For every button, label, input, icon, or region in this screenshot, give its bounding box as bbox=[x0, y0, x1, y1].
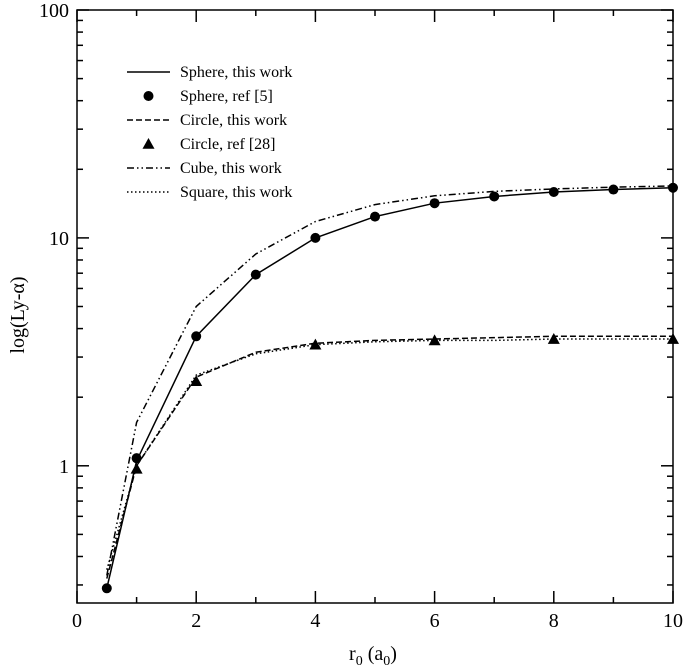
legend-label: Circle, this work bbox=[180, 112, 287, 129]
plot-area bbox=[101, 182, 679, 594]
x-axis-title-sub2: 0 bbox=[383, 654, 390, 668]
x-axis-title-main: r bbox=[349, 643, 356, 665]
series-line bbox=[106, 185, 674, 576]
legend-marker bbox=[142, 138, 155, 149]
data-point bbox=[101, 583, 112, 594]
series-line bbox=[106, 338, 673, 570]
data-point bbox=[547, 333, 560, 344]
x-axis-title-end: ) bbox=[390, 643, 397, 665]
legend-label: Cube, this work bbox=[180, 160, 282, 177]
data-point bbox=[130, 462, 143, 474]
data-point bbox=[191, 331, 202, 342]
y-tick-label: 100 bbox=[39, 0, 69, 22]
y-tick-label: 1 bbox=[59, 456, 69, 478]
legend: Sphere, this work Sphere, ref [5] Circle, … bbox=[127, 64, 292, 201]
legend-label: Square, this work bbox=[180, 184, 292, 201]
data-point bbox=[250, 269, 261, 280]
y-tick-label: 10 bbox=[49, 228, 69, 250]
data-point bbox=[429, 198, 440, 209]
legend-label: Circle, ref [28] bbox=[180, 136, 276, 153]
data-point bbox=[310, 232, 321, 243]
series-line bbox=[106, 335, 673, 579]
y-axis-title: log(Ly-α) bbox=[7, 276, 29, 353]
x-tick-label: 0 bbox=[72, 610, 82, 632]
x-axis-title: r0 (a0) bbox=[349, 643, 397, 668]
data-point bbox=[190, 375, 203, 387]
legend-marker bbox=[143, 91, 154, 101]
x-tick-label: 10 bbox=[663, 610, 683, 632]
data-point bbox=[489, 191, 500, 202]
data-point bbox=[370, 211, 380, 222]
x-tick-label: 6 bbox=[430, 610, 440, 632]
x-tick-label: 2 bbox=[191, 610, 201, 632]
x-tick-label: 4 bbox=[310, 610, 320, 632]
axes: 0 2 4 6 8 10 1 10 100 bbox=[39, 0, 683, 632]
data-point bbox=[548, 186, 559, 197]
legend-label: Sphere, ref [5] bbox=[180, 88, 273, 105]
x-tick-label: 8 bbox=[549, 610, 559, 632]
x-axis-title-mid: (a bbox=[363, 643, 384, 665]
data-point bbox=[608, 184, 619, 195]
data-point bbox=[131, 453, 142, 464]
data-point bbox=[428, 334, 441, 346]
legend-label: Sphere, this work bbox=[180, 64, 292, 81]
x-axis-title-sub1: 0 bbox=[356, 654, 363, 668]
